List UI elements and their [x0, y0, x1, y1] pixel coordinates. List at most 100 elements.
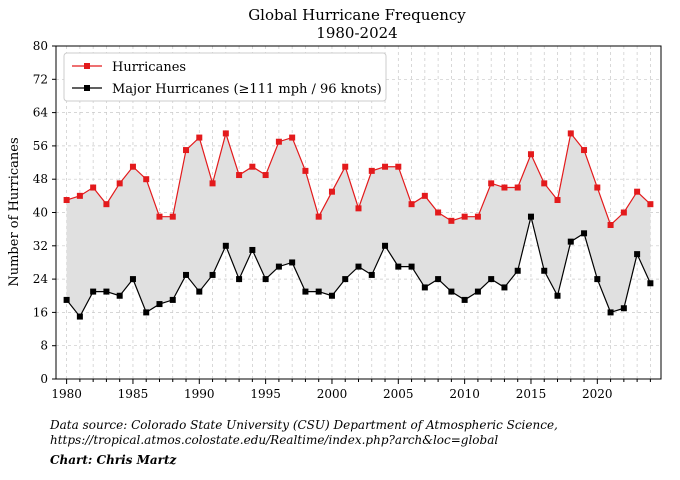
data-point [129, 163, 136, 170]
data-point [408, 263, 415, 270]
data-point [63, 296, 70, 303]
y-tick-label: 80 [33, 39, 48, 53]
y-tick-label: 40 [33, 206, 48, 220]
data-point [435, 276, 442, 283]
data-point [421, 284, 428, 291]
data-point [236, 276, 243, 283]
data-point [488, 180, 495, 187]
x-tick-label: 2005 [383, 387, 414, 401]
data-point [76, 192, 83, 199]
y-tick-label: 32 [33, 239, 48, 253]
y-tick-label: 64 [33, 106, 49, 120]
data-point [448, 217, 455, 224]
data-point [474, 213, 481, 220]
axis-ticks: 0 8 16 24 32 40 48 56 64 72 80 1980 1985 1990 1995 2000… [33, 39, 651, 401]
data-point [395, 163, 402, 170]
data-point [474, 288, 481, 295]
data-point [209, 180, 216, 187]
data-point [501, 284, 508, 291]
data-point [382, 163, 389, 170]
data-point [368, 167, 375, 174]
data-point [209, 271, 216, 278]
data-point [169, 213, 176, 220]
series-layer [63, 130, 654, 320]
data-point [368, 271, 375, 278]
data-point [302, 167, 309, 174]
legend-label-hurricanes: Hurricanes [112, 60, 186, 75]
data-point [581, 147, 588, 154]
x-tick-label: 2020 [582, 387, 613, 401]
data-point [620, 209, 627, 216]
data-point [143, 176, 150, 183]
data-point [222, 242, 229, 249]
data-point [236, 172, 243, 179]
y-tick-label: 0 [40, 372, 48, 386]
legend: Hurricanes Major Hurricanes (≥111 mph / … [63, 52, 387, 102]
data-point [607, 221, 614, 228]
data-point [90, 184, 97, 191]
data-point [395, 263, 402, 270]
shaded-range-area [66, 133, 651, 317]
data-point [315, 213, 322, 220]
x-tick-label: 1980 [51, 387, 82, 401]
data-point [342, 163, 349, 170]
data-point [262, 172, 269, 179]
data-point [382, 242, 389, 249]
x-tick-label: 2000 [317, 387, 348, 401]
data-point [76, 313, 83, 320]
data-point [581, 230, 588, 237]
data-point [620, 305, 627, 312]
data-point [222, 130, 229, 137]
data-point [554, 197, 561, 204]
data-point [421, 192, 428, 199]
y-tick-label: 48 [33, 172, 48, 186]
data-point [527, 151, 534, 158]
data-point [183, 271, 190, 278]
data-point [129, 276, 136, 283]
data-point [541, 180, 548, 187]
data-point [355, 205, 362, 212]
data-point [435, 209, 442, 216]
data-point [461, 213, 468, 220]
data-point [315, 288, 322, 295]
data-point [408, 201, 415, 208]
y-tick-label: 24 [33, 272, 49, 286]
chart-title: Global Hurricane Frequency [248, 6, 466, 24]
data-point [289, 259, 296, 266]
data-source-line-1: Data source: Colorado State University (… [50, 418, 558, 432]
data-point [567, 238, 574, 245]
x-tick-label: 1995 [250, 387, 281, 401]
chart-credit: Chart: Chris Martz [50, 453, 177, 467]
data-point [594, 276, 601, 283]
data-point [488, 276, 495, 283]
data-point [342, 276, 349, 283]
data-point [143, 309, 150, 316]
data-point [183, 147, 190, 154]
data-point [302, 288, 309, 295]
data-point [289, 134, 296, 141]
series-hurricanes [63, 130, 654, 228]
data-point [262, 276, 269, 283]
data-point [249, 163, 256, 170]
data-point [249, 246, 256, 253]
legend-box [63, 52, 387, 102]
data-point [647, 201, 654, 208]
y-tick-label: 72 [33, 72, 48, 86]
data-point [103, 201, 110, 208]
data-point [634, 251, 641, 258]
legend-marker-hurricanes [84, 63, 90, 69]
data-point [527, 213, 534, 220]
data-point [90, 288, 97, 295]
data-point [156, 213, 163, 220]
data-point [634, 188, 641, 195]
data-source-line-2: https://tropical.atmos.colostate.edu/Rea… [50, 433, 499, 447]
data-point [514, 184, 521, 191]
y-tick-label: 16 [33, 305, 48, 319]
series-major-hurricanes [63, 213, 654, 320]
data-point [607, 309, 614, 316]
data-point [196, 288, 203, 295]
data-point [275, 138, 282, 145]
data-point [501, 184, 508, 191]
x-tick-label: 1990 [184, 387, 215, 401]
